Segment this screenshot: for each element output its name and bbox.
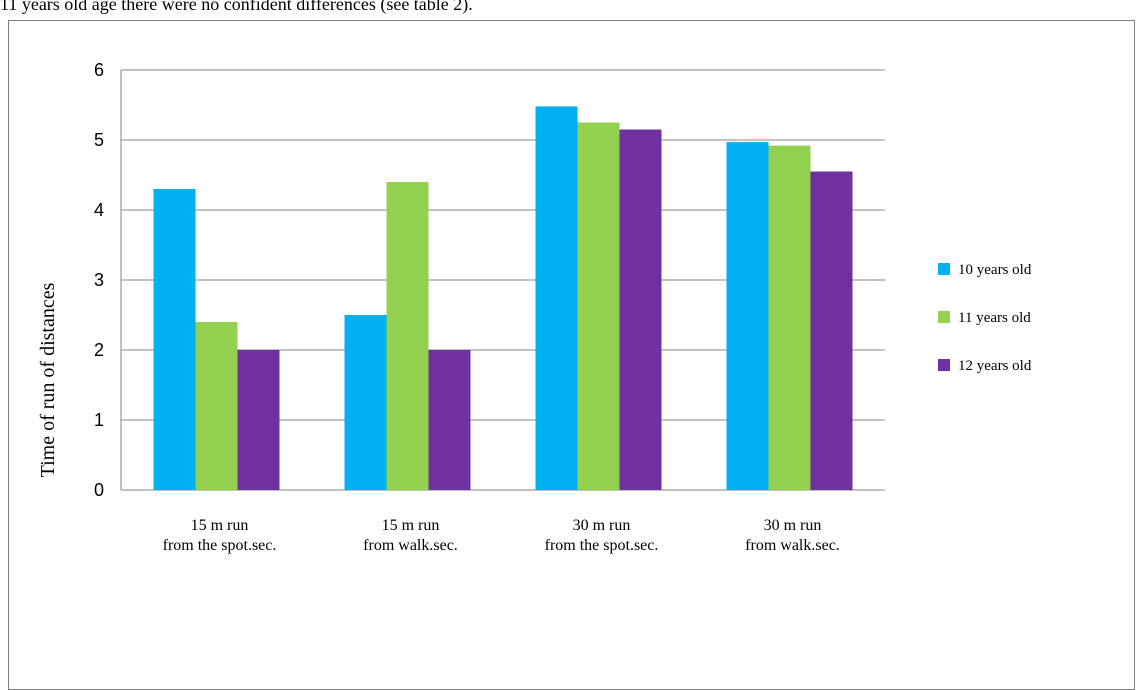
category-label: from the spot.sec. — [545, 537, 659, 554]
bar-12-years-old — [237, 350, 280, 490]
category-label: 30 m run — [764, 517, 822, 534]
bar-10-years-old — [726, 142, 769, 490]
bar-10-years-old — [153, 189, 196, 490]
bar-12-years-old — [619, 129, 662, 490]
legend-label: 11 years old — [958, 310, 1031, 326]
category-label: 15 m run — [382, 517, 440, 534]
y-tick-label: 0 — [94, 480, 104, 500]
y-axis-label: Time of run of distances — [37, 282, 59, 477]
bar-11-years-old — [195, 322, 238, 490]
bar-12-years-old — [428, 350, 471, 490]
bar-10-years-old — [535, 106, 578, 491]
category-label: 15 m run — [191, 517, 249, 534]
legend-swatch — [938, 359, 950, 371]
y-tick-label: 5 — [94, 130, 104, 150]
bar-11-years-old — [768, 145, 811, 490]
bar-11-years-old — [386, 182, 429, 490]
legend-swatch — [938, 311, 950, 323]
y-tick-label: 6 — [94, 60, 104, 80]
body-text-line: 11 years old age there were no confident… — [0, 0, 473, 14]
bar-10-years-old — [344, 315, 387, 490]
legend-label: 10 years old — [958, 262, 1032, 278]
y-tick-label: 2 — [94, 340, 104, 360]
category-label: from walk.sec. — [745, 537, 840, 554]
bar-12-years-old — [810, 171, 853, 490]
bar-11-years-old — [577, 122, 620, 490]
y-tick-label: 4 — [94, 200, 104, 220]
legend-label: 12 years old — [958, 358, 1032, 374]
y-tick-label: 3 — [94, 270, 104, 290]
y-tick-label: 1 — [94, 410, 104, 430]
legend-swatch — [938, 263, 950, 275]
category-label: from walk.sec. — [363, 537, 458, 554]
category-label: from the spot.sec. — [163, 537, 277, 554]
category-label: 30 m run — [573, 517, 631, 534]
